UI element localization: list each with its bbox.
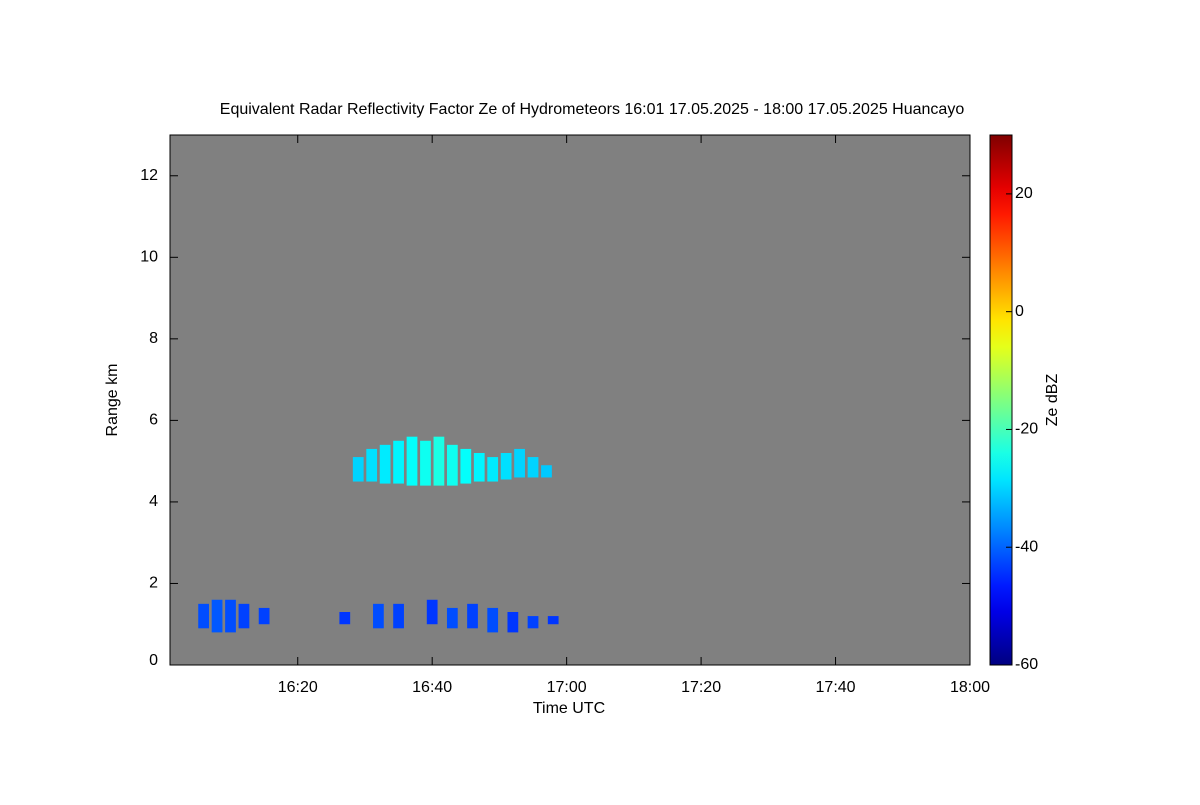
plot-frame <box>169 134 971 666</box>
echo-cell <box>527 616 539 629</box>
echo-cell <box>527 457 539 478</box>
x-tick-label: 16:40 <box>412 679 452 696</box>
colorbar-tick-label: -40 <box>1015 538 1038 555</box>
echo-cell <box>406 436 418 486</box>
echo-cell <box>258 607 270 625</box>
y-tick-label: 8 <box>149 330 158 347</box>
echo-cell <box>393 603 404 629</box>
x-tick-label: 17:40 <box>816 679 856 696</box>
echo-cell <box>373 603 384 629</box>
echo-cell <box>467 603 478 629</box>
x-tick-label: 17:20 <box>681 679 721 696</box>
chart-title: Equivalent Radar Reflectivity Factor Ze … <box>220 101 965 118</box>
y-tick-label: 12 <box>140 167 158 184</box>
x-tick-label: 17:00 <box>547 679 587 696</box>
echo-cell <box>460 448 472 484</box>
echo-cell <box>198 603 209 629</box>
colorbar-tick-label: 20 <box>1015 185 1033 202</box>
colorbar-tick-label: -20 <box>1015 421 1038 438</box>
colorbar <box>989 134 1013 666</box>
echo-cell <box>487 607 499 633</box>
echo-cell <box>238 603 250 629</box>
echo-cell <box>379 444 391 484</box>
colorbar-label: Ze dBZ <box>1044 374 1061 427</box>
echo-cell <box>541 465 552 478</box>
x-tick-label: 18:00 <box>950 679 990 696</box>
echo-cell <box>446 444 458 486</box>
echo-cell <box>446 607 458 629</box>
y-axis-label: Range km <box>104 364 121 437</box>
echo-cell <box>225 599 236 633</box>
echo-cell <box>473 453 485 482</box>
echo-cell <box>547 616 559 625</box>
echo-cell <box>426 599 438 625</box>
x-tick-label: 16:20 <box>278 679 318 696</box>
colorbar-tick-label: -60 <box>1015 656 1038 673</box>
colorbar-tick-label: 0 <box>1015 303 1024 320</box>
plot-background <box>170 135 970 665</box>
echo-cell <box>420 440 431 486</box>
echo-cell <box>507 612 519 633</box>
y-tick-label: 4 <box>149 493 158 510</box>
echo-cell <box>352 457 364 482</box>
echo-cell <box>211 599 223 633</box>
echo-cell <box>500 453 512 480</box>
echo-cell <box>339 612 351 625</box>
echo-cell <box>366 448 378 482</box>
echo-cell <box>393 440 404 484</box>
y-tick-label: 0 <box>149 652 158 669</box>
y-tick-label: 10 <box>140 249 158 266</box>
y-tick-label: 6 <box>149 412 158 429</box>
y-tick-label: 2 <box>149 575 158 592</box>
echo-cell <box>487 457 499 482</box>
x-axis-label: Time UTC <box>533 700 605 717</box>
echo-cell <box>514 448 525 478</box>
echo-cell <box>433 436 445 486</box>
